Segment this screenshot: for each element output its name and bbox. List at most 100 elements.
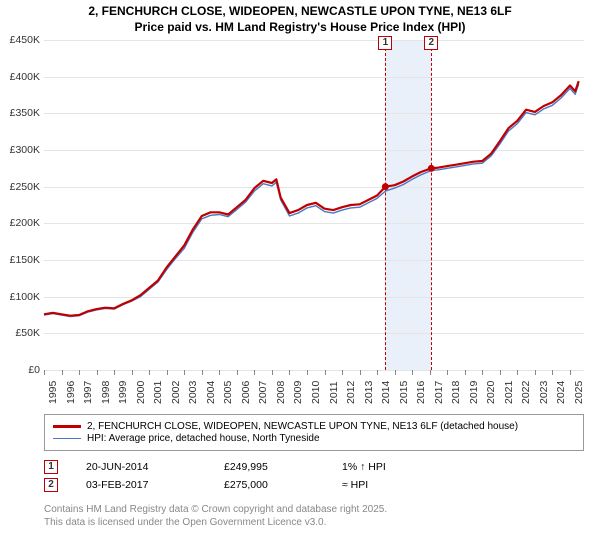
ytick-label: £250K: [0, 181, 40, 193]
tick-x: [412, 370, 413, 375]
xtick-label: 1997: [82, 381, 94, 404]
grid-line-y: [44, 370, 584, 371]
tick-x: [342, 370, 343, 375]
tick-x: [167, 370, 168, 375]
tick-x: [517, 370, 518, 375]
tick-x: [307, 370, 308, 375]
tick-x: [500, 370, 501, 375]
tick-x: [395, 370, 396, 375]
xtick-label: 2020: [485, 381, 497, 404]
title-line-1: 2, FENCHURCH CLOSE, WIDEOPEN, NEWCASTLE …: [0, 4, 600, 20]
xtick-label: 2007: [257, 381, 269, 404]
title-line-2: Price paid vs. HM Land Registry's House …: [0, 20, 600, 36]
legend-swatch: [53, 425, 81, 428]
tick-x: [272, 370, 273, 375]
tick-x: [377, 370, 378, 375]
xtick-label: 2004: [205, 381, 217, 404]
xtick-label: 1996: [65, 381, 77, 404]
ytick-label: £100K: [0, 291, 40, 303]
xtick-label: 1998: [100, 381, 112, 404]
tick-x: [202, 370, 203, 375]
xtick-label: 2013: [363, 381, 375, 404]
sales-delta: ≈ HPI: [342, 479, 368, 491]
xtick-label: 2000: [135, 381, 147, 404]
tick-x: [465, 370, 466, 375]
tick-x: [289, 370, 290, 375]
xtick-label: 2012: [345, 381, 357, 404]
ytick-label: £150K: [0, 254, 40, 266]
xtick-label: 2024: [555, 381, 567, 404]
xtick-label: 2016: [415, 381, 427, 404]
ytick-label: £350K: [0, 107, 40, 119]
legend-row: HPI: Average price, detached house, Nort…: [53, 433, 575, 444]
tick-x: [570, 370, 571, 375]
sales-marker: 2: [44, 478, 58, 492]
tick-x: [79, 370, 80, 375]
sales-date: 03-FEB-2017: [86, 479, 196, 491]
tick-x: [184, 370, 185, 375]
tick-x: [254, 370, 255, 375]
tick-x: [44, 370, 45, 375]
series-svg: [44, 40, 584, 370]
xtick-label: 2023: [538, 381, 550, 404]
tick-x: [482, 370, 483, 375]
xtick-label: 2005: [222, 381, 234, 404]
ytick-label: £50K: [0, 327, 40, 339]
legend-label: HPI: Average price, detached house, Nort…: [87, 433, 320, 444]
tick-x: [430, 370, 431, 375]
sales-marker: 1: [44, 460, 58, 474]
sales-price: £249,995: [224, 461, 314, 473]
sales-price: £275,000: [224, 479, 314, 491]
tick-x: [219, 370, 220, 375]
chart-title: 2, FENCHURCH CLOSE, WIDEOPEN, NEWCASTLE …: [0, 0, 600, 35]
sales-table: 1 20-JUN-2014 £249,995 1% ↑ HPI 2 03-FEB-2017…: [44, 458, 386, 494]
ytick-label: £0: [0, 364, 40, 376]
xtick-label: 2011: [328, 381, 340, 404]
ytick-label: £450K: [0, 34, 40, 46]
legend-label: 2, FENCHURCH CLOSE, WIDEOPEN, NEWCASTLE …: [87, 421, 518, 432]
xtick-label: 2018: [450, 381, 462, 404]
xtick-label: 2015: [398, 381, 410, 404]
xtick-label: 2008: [275, 381, 287, 404]
ytick-label: £200K: [0, 217, 40, 229]
tick-x: [552, 370, 553, 375]
plot-area: £0£50K£100K£150K£200K£250K£300K£350K£400…: [44, 40, 584, 370]
sale-marker-box: 2: [424, 36, 438, 50]
footer-line-2: This data is licensed under the Open Gov…: [44, 517, 387, 530]
tick-x: [132, 370, 133, 375]
xtick-label: 2003: [187, 381, 199, 404]
tick-x: [97, 370, 98, 375]
tick-x: [149, 370, 150, 375]
footer-line-1: Contains HM Land Registry data © Crown c…: [44, 504, 387, 517]
tick-x: [325, 370, 326, 375]
tick-x: [535, 370, 536, 375]
xtick-label: 1995: [47, 381, 59, 404]
ytick-label: £400K: [0, 71, 40, 83]
sales-date: 20-JUN-2014: [86, 461, 196, 473]
xtick-label: 2006: [240, 381, 252, 404]
sale-marker-line: [385, 38, 386, 370]
xtick-label: 2009: [292, 381, 304, 404]
sales-row: 2 03-FEB-2017 £275,000 ≈ HPI: [44, 476, 386, 494]
ytick-label: £300K: [0, 144, 40, 156]
xtick-label: 2019: [468, 381, 480, 404]
xtick-label: 2021: [503, 381, 515, 404]
xtick-label: 2014: [380, 381, 392, 404]
chart-container: 2, FENCHURCH CLOSE, WIDEOPEN, NEWCASTLE …: [0, 0, 600, 560]
tick-x: [237, 370, 238, 375]
xtick-label: 2025: [573, 381, 585, 404]
sales-delta: 1% ↑ HPI: [342, 461, 386, 473]
tick-x: [360, 370, 361, 375]
sale-marker-box: 1: [378, 36, 392, 50]
sale-marker-line: [431, 38, 432, 370]
series-red: [44, 81, 579, 316]
xtick-label: 2001: [152, 381, 164, 404]
xtick-label: 2017: [433, 381, 445, 404]
tick-x: [62, 370, 63, 375]
xtick-label: 1999: [117, 381, 129, 404]
sales-row: 1 20-JUN-2014 £249,995 1% ↑ HPI: [44, 458, 386, 476]
series-blue: [44, 84, 579, 317]
tick-x: [114, 370, 115, 375]
xtick-label: 2022: [520, 381, 532, 404]
xtick-label: 2002: [170, 381, 182, 404]
